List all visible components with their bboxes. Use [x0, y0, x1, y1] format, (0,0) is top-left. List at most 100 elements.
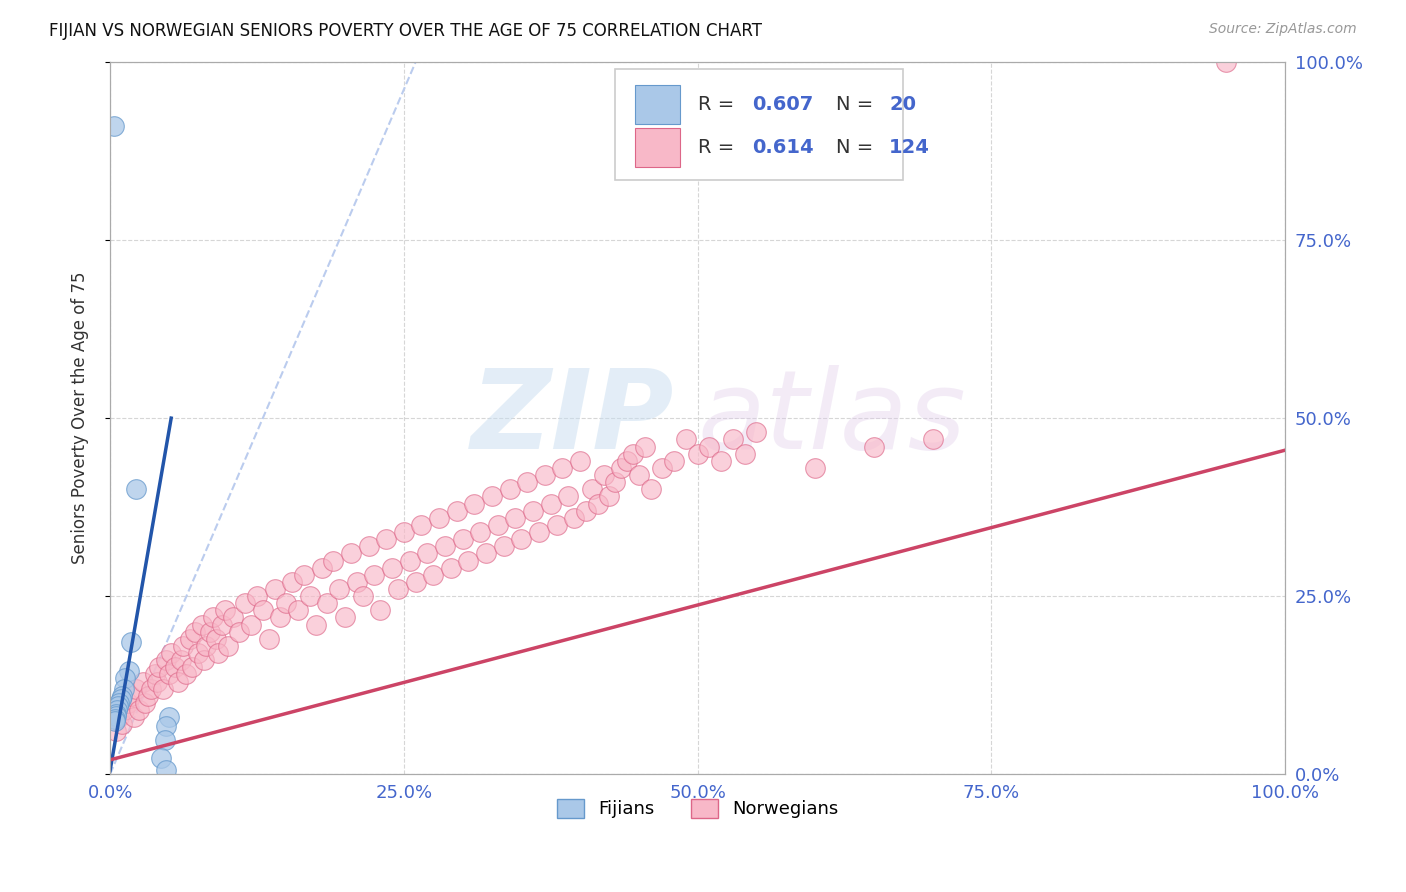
- Point: [148, 660, 170, 674]
- Point: [1215, 55, 1237, 70]
- Point: [155, 733, 177, 747]
- Point: [292, 567, 315, 582]
- Text: 0.607: 0.607: [752, 95, 813, 114]
- Point: [211, 617, 233, 632]
- Point: [176, 667, 198, 681]
- Point: [193, 653, 215, 667]
- Point: [108, 696, 131, 710]
- FancyBboxPatch shape: [616, 70, 903, 179]
- Point: [104, 714, 127, 728]
- Point: [551, 461, 574, 475]
- Point: [328, 582, 350, 596]
- Text: R =: R =: [697, 95, 740, 114]
- Point: [498, 483, 520, 497]
- Point: [470, 524, 492, 539]
- Point: [586, 497, 609, 511]
- Point: [228, 624, 250, 639]
- Text: Source: ZipAtlas.com: Source: ZipAtlas.com: [1209, 22, 1357, 37]
- Bar: [636, 128, 681, 167]
- Point: [569, 454, 592, 468]
- Point: [167, 674, 190, 689]
- Point: [108, 710, 131, 724]
- Point: [104, 708, 127, 723]
- Point: [155, 719, 177, 733]
- Point: [721, 433, 744, 447]
- Point: [492, 539, 515, 553]
- Point: [352, 589, 374, 603]
- Point: [263, 582, 285, 596]
- Point: [540, 497, 562, 511]
- Point: [363, 567, 385, 582]
- Point: [346, 574, 368, 589]
- Point: [562, 511, 585, 525]
- Point: [616, 454, 638, 468]
- Point: [125, 483, 148, 497]
- Point: [581, 483, 603, 497]
- Point: [486, 517, 509, 532]
- Point: [128, 703, 150, 717]
- Point: [198, 624, 221, 639]
- Point: [427, 511, 450, 525]
- Text: 0.614: 0.614: [752, 138, 813, 157]
- Point: [357, 539, 380, 553]
- Point: [375, 532, 398, 546]
- Point: [269, 610, 291, 624]
- Point: [640, 483, 662, 497]
- Point: [598, 490, 620, 504]
- Point: [114, 671, 136, 685]
- Point: [117, 696, 139, 710]
- Point: [110, 692, 132, 706]
- Text: ZIP: ZIP: [471, 365, 673, 472]
- Legend: Fijians, Norwegians: Fijians, Norwegians: [550, 792, 845, 826]
- Point: [392, 524, 415, 539]
- Point: [136, 689, 159, 703]
- Point: [298, 589, 321, 603]
- Point: [322, 553, 344, 567]
- Point: [510, 532, 533, 546]
- Point: [155, 763, 177, 777]
- Point: [214, 603, 236, 617]
- Point: [804, 461, 827, 475]
- Point: [433, 539, 456, 553]
- Point: [107, 699, 129, 714]
- Point: [398, 553, 420, 567]
- Point: [710, 454, 733, 468]
- Point: [662, 454, 685, 468]
- Point: [475, 546, 498, 560]
- Text: N =: N =: [837, 95, 880, 114]
- Point: [195, 639, 218, 653]
- Point: [132, 674, 155, 689]
- Point: [316, 596, 339, 610]
- Point: [240, 617, 263, 632]
- Point: [112, 703, 135, 717]
- Point: [179, 632, 201, 646]
- Point: [921, 433, 943, 447]
- Point: [160, 646, 183, 660]
- Point: [181, 660, 204, 674]
- Point: [416, 546, 439, 560]
- Point: [651, 461, 673, 475]
- Point: [557, 490, 579, 504]
- Point: [734, 447, 756, 461]
- Point: [463, 497, 485, 511]
- Text: atlas: atlas: [697, 365, 966, 472]
- Point: [686, 447, 709, 461]
- Point: [305, 617, 328, 632]
- Point: [575, 504, 598, 518]
- Point: [405, 574, 427, 589]
- Point: [411, 517, 433, 532]
- Point: [381, 560, 404, 574]
- Text: N =: N =: [837, 138, 880, 157]
- Point: [120, 635, 142, 649]
- Point: [157, 667, 180, 681]
- Point: [610, 461, 633, 475]
- Point: [863, 440, 886, 454]
- Point: [155, 653, 177, 667]
- Point: [146, 674, 169, 689]
- Text: R =: R =: [697, 138, 740, 157]
- Point: [546, 517, 568, 532]
- Point: [699, 440, 721, 454]
- Point: [340, 546, 363, 560]
- Point: [143, 667, 166, 681]
- Point: [592, 468, 614, 483]
